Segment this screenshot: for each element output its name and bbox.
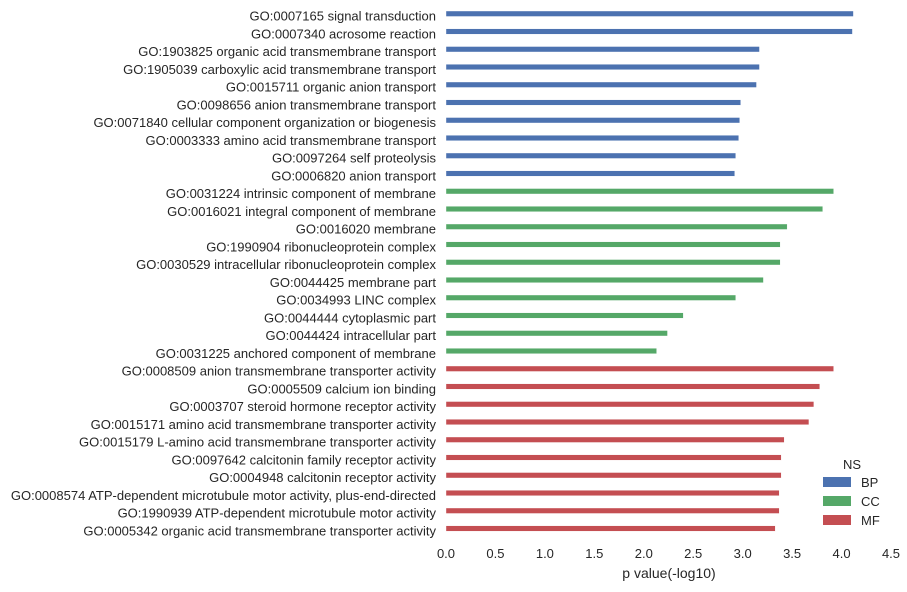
bar bbox=[445, 525, 776, 532]
category-label: GO:0015179 L-amino acid transmembrane tr… bbox=[79, 435, 436, 450]
category-label: GO:1990939 ATP-dependent microtubule mot… bbox=[118, 506, 437, 521]
x-tick-label: 3.5 bbox=[783, 546, 801, 561]
category-label: GO:0016021 integral component of membran… bbox=[167, 204, 436, 219]
category-label: GO:0031224 intrinsic component of membra… bbox=[166, 186, 436, 201]
bar bbox=[445, 10, 854, 17]
legend-swatch-cc bbox=[823, 496, 851, 506]
bar bbox=[445, 135, 739, 141]
category-label: GO:1990904 ribonucleoprotein complex bbox=[206, 239, 436, 254]
legend-label-cc: CC bbox=[861, 494, 880, 509]
x-tick-label: 1.5 bbox=[585, 546, 603, 561]
bar bbox=[445, 419, 810, 425]
category-label: GO:0071840 cellular component organizati… bbox=[93, 115, 436, 130]
category-label: GO:0008509 anion transmembrane transport… bbox=[122, 364, 437, 379]
bar bbox=[445, 348, 657, 354]
category-label: GO:0034993 LINC complex bbox=[276, 293, 436, 308]
bar bbox=[445, 117, 740, 124]
bar bbox=[445, 188, 834, 195]
bar bbox=[445, 330, 668, 337]
bar bbox=[445, 152, 736, 159]
x-tick-label: 2.0 bbox=[635, 546, 653, 561]
category-label: GO:0015711 organic anion transport bbox=[226, 80, 436, 95]
bar bbox=[445, 454, 782, 461]
x-tick-label: 1.0 bbox=[536, 546, 554, 561]
category-label: GO:0007340 acrosome reaction bbox=[251, 26, 436, 41]
legend-swatch-mf bbox=[823, 515, 851, 525]
legend-swatch-bp bbox=[823, 477, 851, 487]
legend-title: NS bbox=[843, 457, 861, 472]
category-label: GO:0044425 membrane part bbox=[270, 275, 437, 290]
bar bbox=[445, 99, 741, 106]
category-label: GO:0030529 intracellular ribonucleoprote… bbox=[136, 257, 436, 272]
category-label: GO:1903825 organic acid transmembrane tr… bbox=[138, 44, 436, 59]
bars-layer bbox=[445, 10, 854, 532]
category-label: GO:0005342 organic acid transmembrane tr… bbox=[83, 523, 436, 538]
bar bbox=[445, 64, 760, 70]
x-tick-label: 4.0 bbox=[833, 546, 851, 561]
x-tick-label: 0.5 bbox=[486, 546, 504, 561]
category-label: GO:0006820 anion transport bbox=[271, 168, 436, 183]
category-labels: GO:0007165 signal transduction GO:0007340… bbox=[11, 9, 437, 539]
bar bbox=[445, 401, 815, 408]
bar bbox=[445, 507, 780, 514]
bar bbox=[445, 223, 788, 230]
bar bbox=[445, 294, 736, 301]
category-label: GO:0044444 cytoplasmic part bbox=[264, 310, 436, 325]
x-tick-label: 4.5 bbox=[882, 546, 900, 561]
x-tick-labels: 0.0 0.5 1.0 1.5 2.0 2.5 3.0 3.5 4.0 4.5 bbox=[437, 546, 900, 561]
bar bbox=[445, 472, 782, 479]
bar bbox=[445, 206, 823, 212]
bar bbox=[445, 170, 735, 177]
category-label: GO:1905039 carboxylic acid transmembrane… bbox=[123, 62, 436, 77]
category-label: GO:0098656 anion transmembrane transport bbox=[177, 97, 437, 112]
category-label: GO:0016020 membrane bbox=[296, 222, 436, 237]
bar bbox=[445, 490, 780, 496]
bar bbox=[445, 241, 781, 248]
bar bbox=[445, 81, 757, 88]
bar bbox=[445, 436, 785, 443]
bar bbox=[445, 365, 834, 372]
category-label: GO:0015171 amino acid transmembrane tran… bbox=[91, 417, 437, 432]
category-label: GO:0007165 signal transduction bbox=[250, 9, 436, 24]
category-label: GO:0005509 calcium ion binding bbox=[247, 381, 436, 396]
category-label: GO:0097264 self proteolysis bbox=[272, 151, 437, 166]
legend-label-bp: BP bbox=[861, 475, 878, 490]
category-label: GO:0031225 anchored component of membran… bbox=[156, 346, 436, 361]
bar bbox=[445, 277, 764, 283]
legend-label-mf: MF bbox=[861, 513, 880, 528]
x-tick-label: 0.0 bbox=[437, 546, 455, 561]
bar bbox=[445, 383, 820, 390]
x-tick-label: 3.0 bbox=[734, 546, 752, 561]
bar bbox=[445, 312, 684, 319]
category-label: GO:0008574 ATP-dependent microtubule mot… bbox=[11, 488, 436, 503]
category-label: GO:0003707 steroid hormone receptor acti… bbox=[169, 399, 436, 414]
category-label: GO:0004948 calcitonin receptor activity bbox=[209, 470, 436, 485]
x-axis-label: p value(-log10) bbox=[622, 565, 715, 581]
category-label: GO:0097642 calcitonin family receptor ac… bbox=[172, 452, 437, 467]
category-label: GO:0044424 intracellular part bbox=[265, 328, 436, 343]
bar bbox=[445, 28, 853, 35]
bar bbox=[445, 259, 781, 266]
bar bbox=[445, 46, 760, 53]
x-tick-label: 2.5 bbox=[684, 546, 702, 561]
category-label: GO:0003333 amino acid transmembrane tran… bbox=[146, 133, 437, 148]
